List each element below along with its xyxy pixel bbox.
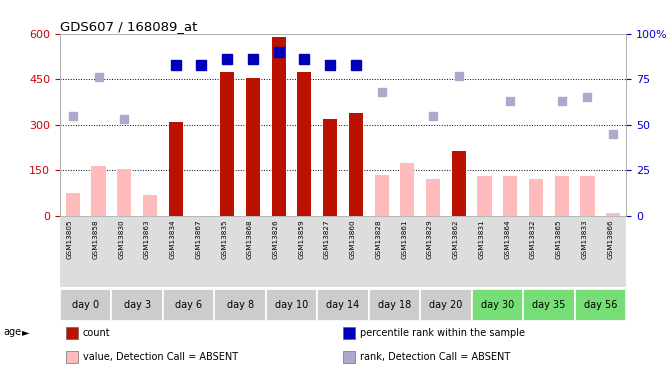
Text: GSM13835: GSM13835 bbox=[221, 219, 227, 259]
Text: GDS607 / 168089_at: GDS607 / 168089_at bbox=[60, 20, 197, 33]
Text: GSM13830: GSM13830 bbox=[119, 219, 125, 259]
Text: GSM13858: GSM13858 bbox=[93, 219, 99, 259]
Text: GSM13828: GSM13828 bbox=[376, 219, 382, 259]
Text: value, Detection Call = ABSENT: value, Detection Call = ABSENT bbox=[83, 352, 238, 362]
Text: GSM13832: GSM13832 bbox=[530, 219, 536, 259]
Bar bbox=[472, 289, 523, 321]
Bar bbox=[91, 166, 106, 216]
Text: GSM13861: GSM13861 bbox=[402, 219, 408, 259]
Bar bbox=[317, 289, 369, 321]
Bar bbox=[575, 289, 626, 321]
Text: day 6: day 6 bbox=[175, 300, 202, 310]
Text: age: age bbox=[3, 327, 21, 337]
Text: day 10: day 10 bbox=[275, 300, 308, 310]
Bar bbox=[478, 176, 492, 216]
Bar bbox=[420, 289, 472, 321]
Bar bbox=[66, 193, 80, 216]
Bar bbox=[580, 176, 595, 216]
Bar bbox=[297, 72, 312, 216]
Bar bbox=[214, 289, 266, 321]
Text: GSM13834: GSM13834 bbox=[170, 219, 176, 259]
Bar bbox=[168, 122, 182, 216]
Bar bbox=[343, 351, 356, 363]
Text: percentile rank within the sample: percentile rank within the sample bbox=[360, 328, 525, 338]
Text: count: count bbox=[83, 328, 110, 338]
Bar bbox=[220, 72, 234, 216]
Bar bbox=[369, 289, 420, 321]
Text: day 0: day 0 bbox=[72, 300, 99, 310]
Text: GSM13831: GSM13831 bbox=[478, 219, 484, 259]
Bar bbox=[163, 289, 214, 321]
Text: GSM13868: GSM13868 bbox=[247, 219, 253, 259]
Text: GSM13833: GSM13833 bbox=[581, 219, 587, 259]
Text: GSM13859: GSM13859 bbox=[298, 219, 304, 259]
Bar bbox=[266, 289, 317, 321]
Bar bbox=[272, 37, 286, 216]
Text: GSM13862: GSM13862 bbox=[453, 219, 459, 259]
Bar bbox=[452, 150, 466, 216]
Text: day 14: day 14 bbox=[326, 300, 360, 310]
Text: GSM13866: GSM13866 bbox=[607, 219, 613, 259]
Bar bbox=[503, 176, 517, 216]
Text: GSM13865: GSM13865 bbox=[555, 219, 561, 259]
Bar bbox=[65, 327, 78, 339]
Text: GSM13860: GSM13860 bbox=[350, 219, 356, 259]
Text: rank, Detection Call = ABSENT: rank, Detection Call = ABSENT bbox=[360, 352, 510, 362]
Bar bbox=[400, 163, 414, 216]
Bar bbox=[606, 213, 620, 216]
Bar bbox=[349, 112, 363, 216]
Bar bbox=[555, 176, 569, 216]
Bar bbox=[323, 119, 337, 216]
Text: GSM13826: GSM13826 bbox=[272, 219, 278, 259]
Text: GSM13867: GSM13867 bbox=[195, 219, 201, 259]
Text: day 20: day 20 bbox=[429, 300, 463, 310]
Bar bbox=[426, 179, 440, 216]
Text: day 35: day 35 bbox=[532, 300, 565, 310]
Bar bbox=[374, 175, 389, 216]
Bar bbox=[343, 327, 356, 339]
Text: day 30: day 30 bbox=[481, 300, 514, 310]
Bar bbox=[60, 289, 111, 321]
Text: day 3: day 3 bbox=[124, 300, 151, 310]
Text: ►: ► bbox=[22, 327, 29, 337]
Text: GSM13827: GSM13827 bbox=[324, 219, 330, 259]
Text: day 8: day 8 bbox=[226, 300, 254, 310]
Text: GSM13805: GSM13805 bbox=[67, 219, 73, 259]
Bar bbox=[111, 289, 163, 321]
Text: GSM13829: GSM13829 bbox=[427, 219, 433, 259]
Bar bbox=[65, 351, 78, 363]
Text: day 56: day 56 bbox=[583, 300, 617, 310]
Bar bbox=[246, 78, 260, 216]
Bar bbox=[117, 169, 131, 216]
Text: GSM13863: GSM13863 bbox=[144, 219, 150, 259]
Bar bbox=[143, 195, 157, 216]
Text: GSM13864: GSM13864 bbox=[504, 219, 510, 259]
Bar bbox=[523, 289, 575, 321]
Text: day 18: day 18 bbox=[378, 300, 411, 310]
Bar bbox=[529, 179, 543, 216]
